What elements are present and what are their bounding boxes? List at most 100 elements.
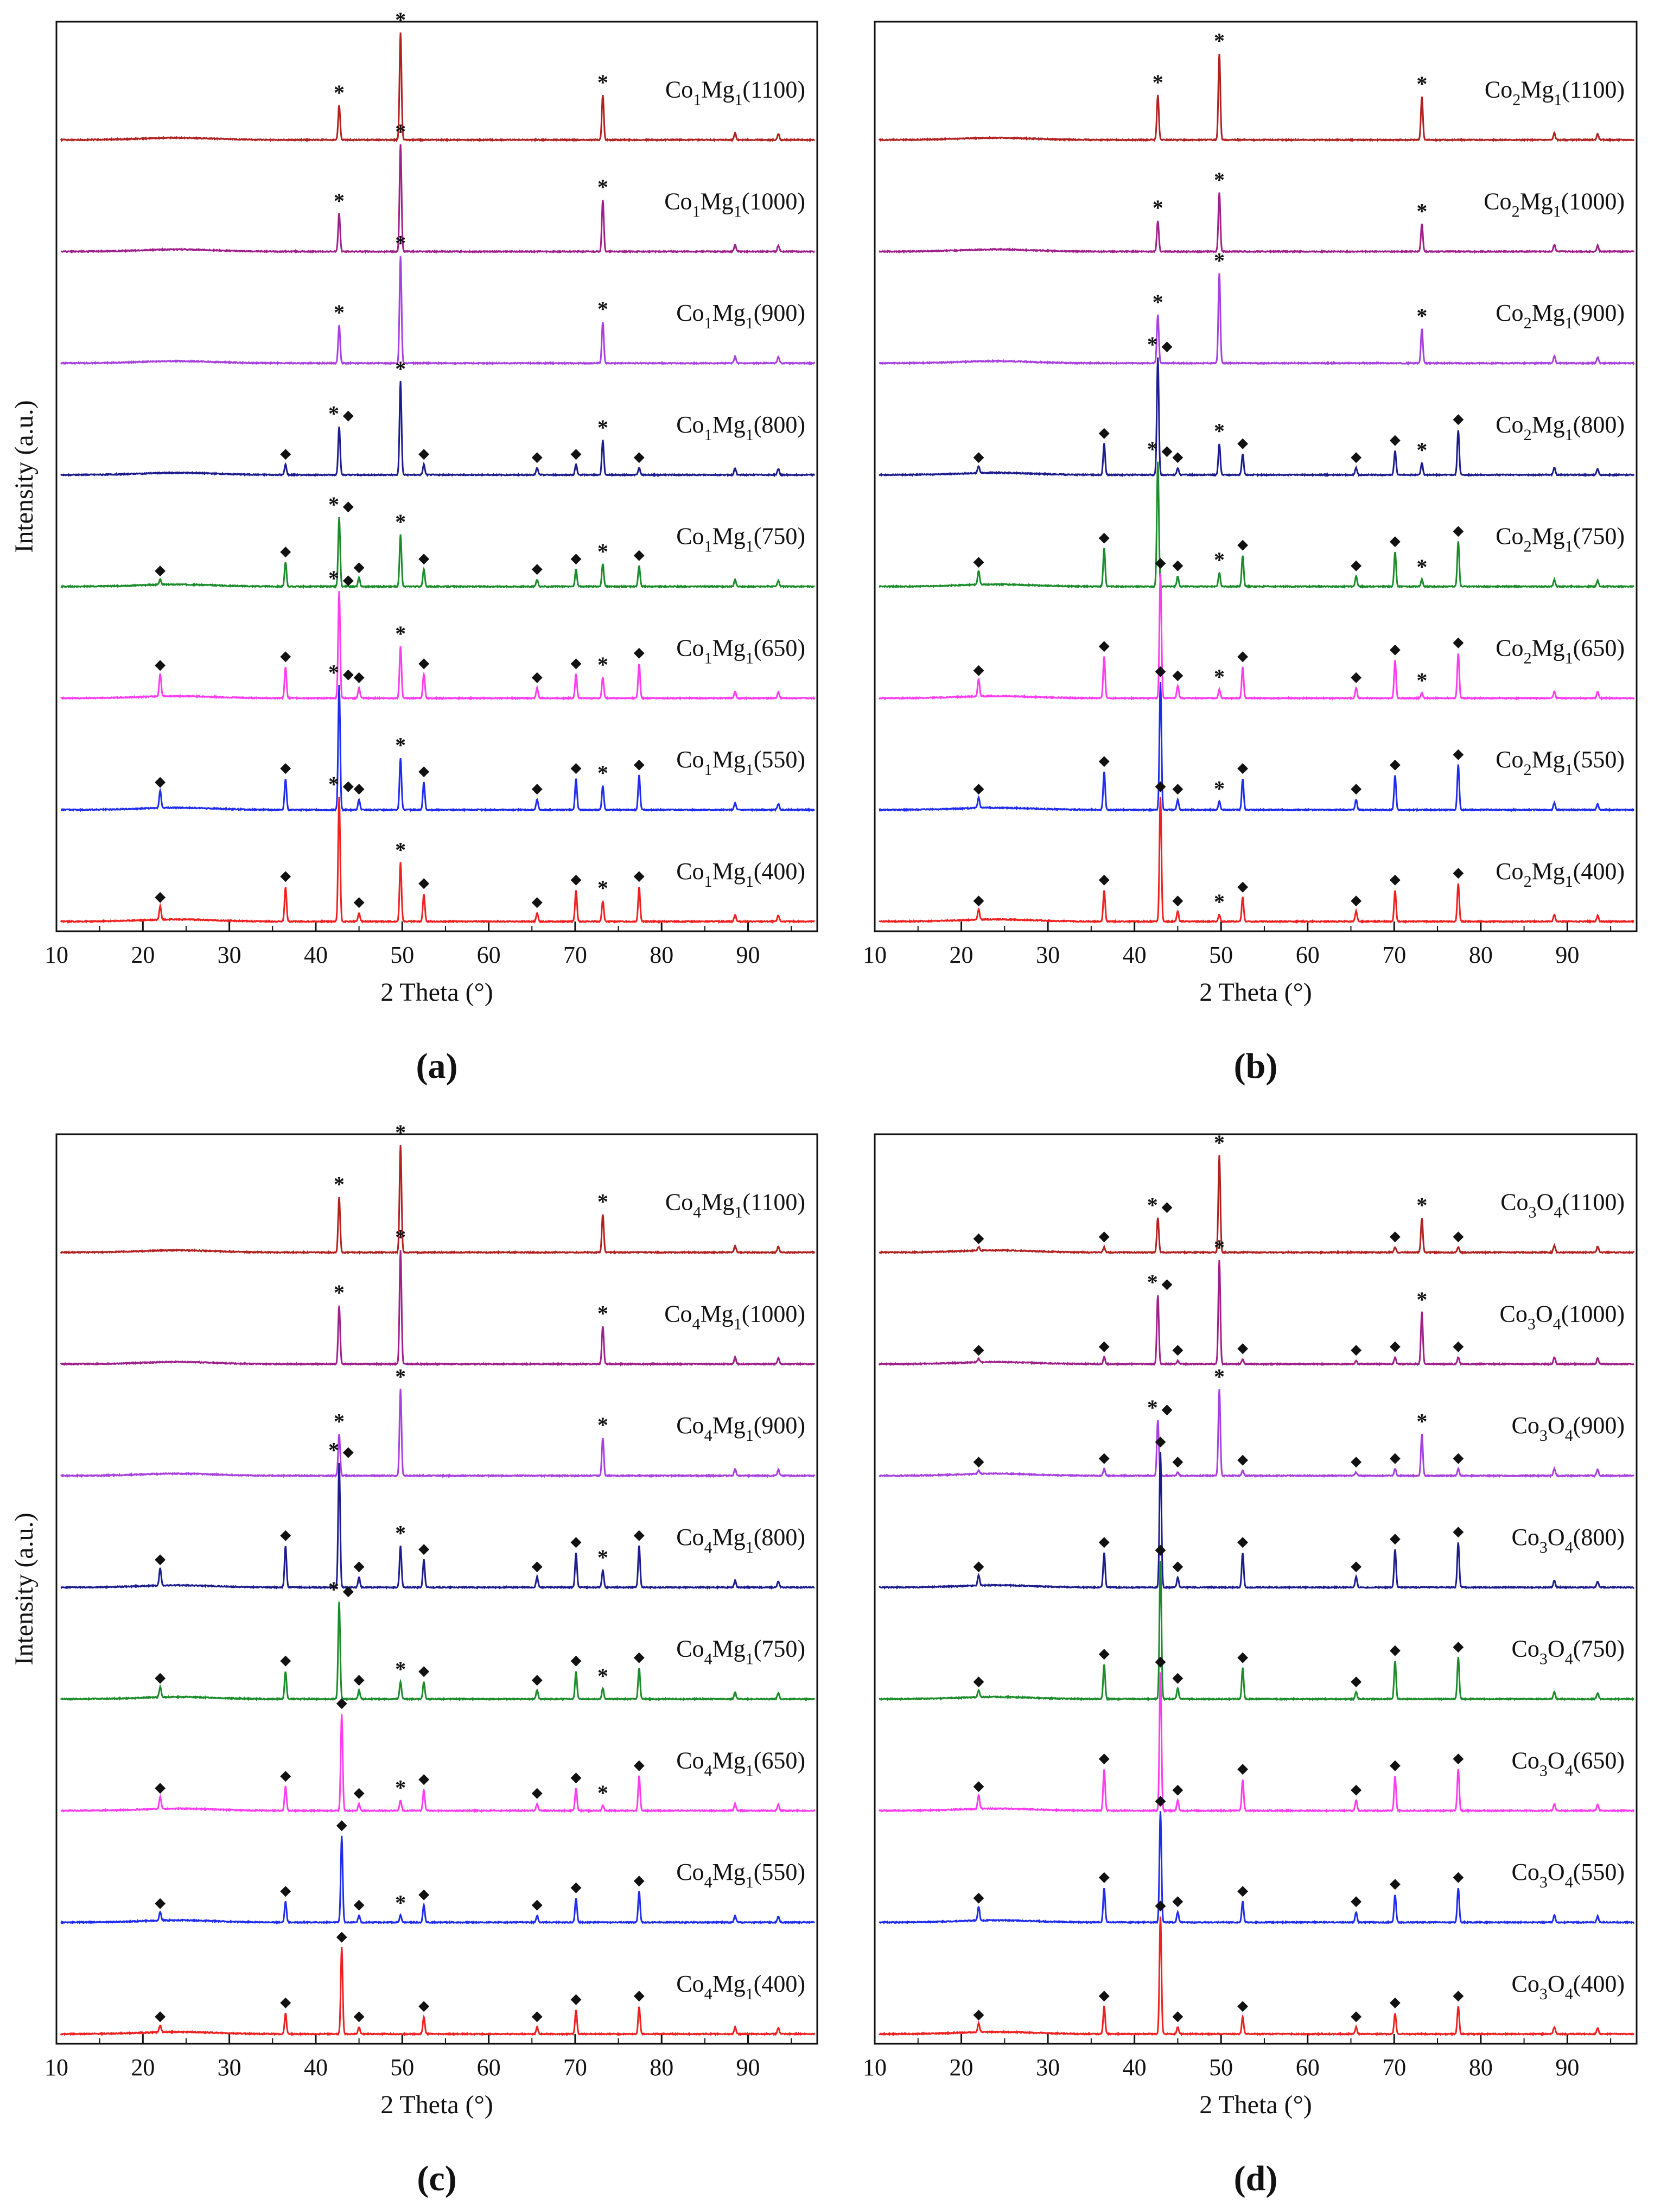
xrd-pattern xyxy=(879,192,1634,255)
diamond-marker: ◆ xyxy=(1099,638,1110,653)
series-label-temp: (650) xyxy=(1573,1747,1625,1774)
diamond-marker: ◆ xyxy=(280,648,291,664)
diamond-marker: ◆ xyxy=(1390,1994,1401,2010)
series-label-sub2: 1 xyxy=(1554,91,1562,109)
series-label-sub2: 1 xyxy=(1565,649,1573,667)
series-label: Co2Mg1(900) xyxy=(1496,300,1625,332)
star-marker: * xyxy=(597,761,608,785)
diamond-marker: ◆ xyxy=(571,1991,582,2006)
diamond-marker: ◆ xyxy=(354,2008,365,2024)
diamond-marker: ◆ xyxy=(155,1551,166,1567)
plot-frame xyxy=(874,1133,1638,2045)
x-tick-label: 20 xyxy=(131,942,155,968)
diamond-marker: ◆ xyxy=(1099,753,1110,768)
diamond-marker: ◆ xyxy=(343,572,354,588)
diamond-marker: ◆ xyxy=(354,1896,365,1912)
series-label-mid: O xyxy=(1548,1859,1565,1885)
star-marker: * xyxy=(395,838,406,862)
star-marker: * xyxy=(1416,438,1427,462)
series-label-sub2: 4 xyxy=(1565,1762,1573,1779)
series-label-sub1: 4 xyxy=(704,1539,712,1556)
series-label-sub2: 1 xyxy=(1565,761,1573,779)
series-label-mid: Mg xyxy=(712,858,746,885)
diamond-marker: ◆ xyxy=(973,1230,984,1245)
series-label-mid: Mg xyxy=(701,1300,734,1327)
star-marker: * xyxy=(1416,1409,1427,1434)
x-tick-label: 20 xyxy=(950,942,974,968)
diamond-marker: ◆ xyxy=(280,1652,291,1668)
xrd-pattern xyxy=(879,1916,1634,2037)
panel-d: 10 20 30 40 50 60 70 80 90 2 Theta (°) (d) * * * ◆ ◆ ◆ ◆ ◆… xyxy=(863,1130,1638,2198)
series-label: Co2Mg1(550) xyxy=(1496,746,1625,779)
x-tick-label: 40 xyxy=(1123,942,1147,968)
series-label-base: Co xyxy=(676,1747,704,1774)
star-marker: * xyxy=(395,510,406,534)
x-tick-label: 50 xyxy=(390,942,414,968)
diamond-marker: ◆ xyxy=(1155,1897,1166,1913)
series-label: Co2Mg1(650) xyxy=(1496,634,1625,667)
series-label-sub1: 4 xyxy=(693,1204,701,1222)
xrd-pattern xyxy=(60,684,815,812)
diamond-marker: ◆ xyxy=(634,1757,645,1773)
diamond-marker: ◆ xyxy=(1155,1653,1166,1669)
xrd-pattern xyxy=(879,797,1634,924)
diamond-marker: ◆ xyxy=(973,892,984,908)
diamond-marker: ◆ xyxy=(280,868,291,883)
x-tick-label: 10 xyxy=(44,942,68,968)
series-label: Co3O4(750) xyxy=(1512,1636,1625,1668)
series-label-mid: Mg xyxy=(712,1412,746,1439)
diamond-marker: ◆ xyxy=(1099,872,1110,887)
star-marker: * xyxy=(328,402,339,426)
series-label-base: Co xyxy=(1512,1971,1539,1997)
series-label-temp: (400) xyxy=(754,1971,805,1997)
series-label-sub1: 4 xyxy=(692,1315,701,1333)
star-marker: * xyxy=(597,1190,608,1214)
diamond-marker: ◆ xyxy=(532,1785,543,1801)
diamond-marker: ◆ xyxy=(1155,778,1166,793)
series-label-sub1: 3 xyxy=(1539,1873,1548,1891)
series-label-base: Co xyxy=(676,858,704,885)
star-marker: * xyxy=(334,1280,345,1305)
diamond-marker: ◆ xyxy=(532,1896,543,1912)
series-label: Co2Mg1(1100) xyxy=(1485,77,1625,109)
diamond-marker: ◆ xyxy=(1099,1868,1110,1884)
diamond-marker: ◆ xyxy=(1453,523,1464,538)
diamond-marker: ◆ xyxy=(155,1670,166,1686)
diamond-marker: ◆ xyxy=(1351,1558,1361,1574)
star-marker: * xyxy=(328,492,339,517)
diamond-marker: ◆ xyxy=(1390,1450,1401,1465)
diamond-marker: ◆ xyxy=(1155,555,1166,570)
diamond-marker: ◆ xyxy=(1172,1893,1183,1909)
diamond-marker: ◆ xyxy=(1351,1453,1361,1469)
series-label-base: Co xyxy=(676,1524,704,1550)
star-marker: * xyxy=(1153,195,1163,220)
diamond-marker: ◆ xyxy=(634,449,645,465)
diamond-marker: ◆ xyxy=(418,1886,429,1902)
series-label: Co4Mg1(750) xyxy=(676,1636,805,1668)
series-label: Co4Mg1(800) xyxy=(676,1524,805,1556)
series-label-temp: (750) xyxy=(754,523,805,550)
series-label: Co2Mg1(1000) xyxy=(1484,188,1625,220)
x-axis-label: 2 Theta (°) xyxy=(1199,2090,1312,2119)
diamond-marker: ◆ xyxy=(1099,1450,1110,1465)
star-marker: * xyxy=(328,1438,339,1462)
series-label-temp: (1000) xyxy=(1561,1300,1625,1327)
series-label: Co4Mg1(650) xyxy=(676,1747,805,1779)
star-marker: * xyxy=(1153,70,1163,94)
diamond-marker: ◆ xyxy=(1453,1228,1464,1244)
series-label: Co1Mg1(650) xyxy=(676,634,805,667)
star-marker: * xyxy=(597,1413,608,1437)
star-marker: * xyxy=(597,1545,608,1569)
diamond-marker: ◆ xyxy=(343,778,354,793)
diamond-marker: ◆ xyxy=(1351,669,1361,684)
series-label-base: Co xyxy=(1496,746,1523,773)
series-label-sub1: 4 xyxy=(704,1650,712,1668)
series-label-base: Co xyxy=(1512,1524,1539,1550)
diamond-marker: ◆ xyxy=(571,760,582,776)
diamond-marker: ◆ xyxy=(571,655,582,671)
x-tick-label: 40 xyxy=(304,942,328,968)
series-label-sub2: 1 xyxy=(734,91,742,109)
diamond-marker: ◆ xyxy=(1237,1534,1248,1549)
series-label-base: Co xyxy=(676,746,704,773)
series-label-mid: Mg xyxy=(1520,77,1554,103)
